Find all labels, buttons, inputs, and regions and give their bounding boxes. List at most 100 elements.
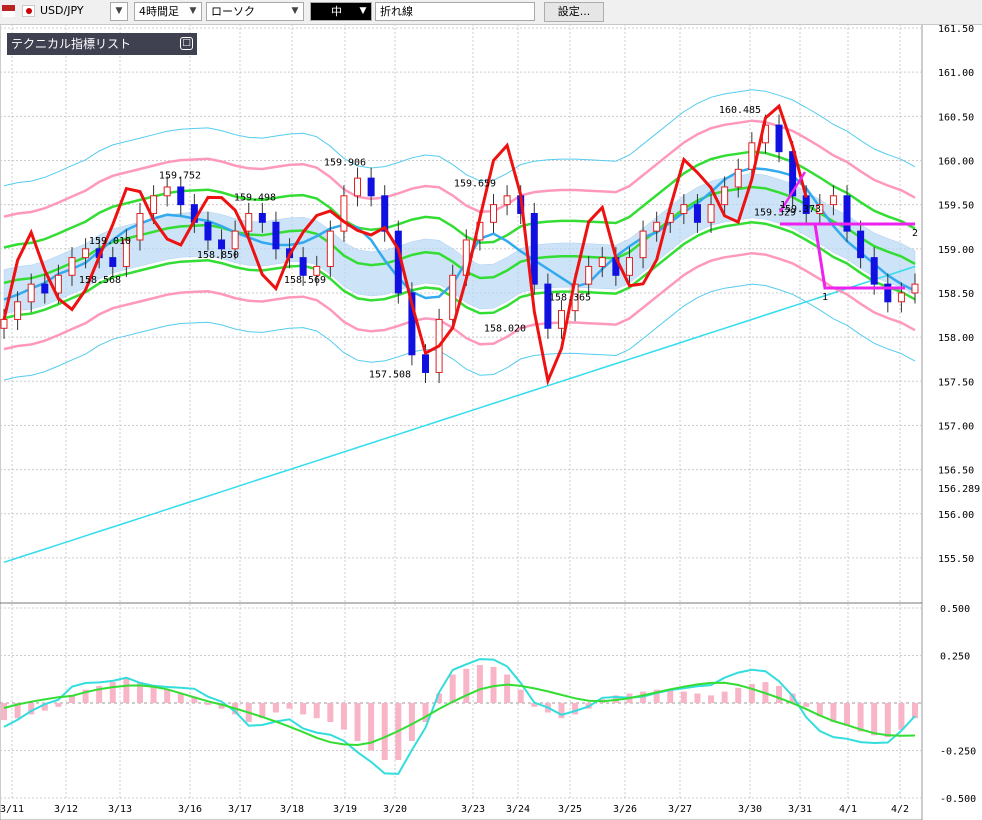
candle-body (721, 186, 729, 206)
drawing-line (778, 171, 807, 213)
chart-type-select[interactable]: ローソク ▼ (206, 2, 304, 21)
price-annotation-label: 158.020 (484, 323, 526, 334)
price-annotation-label: 159.659 (454, 179, 496, 190)
price-annotation-label: 159.373 (779, 204, 821, 215)
price-axis-tick-label: 158.00 (938, 333, 974, 344)
macd-histogram-bar (422, 703, 429, 722)
macd-histogram-bar (830, 703, 837, 722)
x-axis-tick-label: 4/2 (891, 804, 909, 815)
price-axis-tick-label: 156.00 (938, 510, 974, 521)
macd-histogram-bar (871, 703, 878, 736)
macd-histogram-bar (572, 703, 579, 715)
macd-histogram-bar (340, 703, 347, 730)
candle-body (897, 292, 905, 303)
candle-body (54, 274, 62, 294)
macd-histogram-bar (776, 685, 783, 703)
macd-histogram-bar (898, 703, 905, 730)
candle-body (598, 257, 606, 267)
candle-body (258, 212, 266, 223)
price-axis-tick-label: 157.50 (938, 377, 974, 388)
price-annotation-label: 158.850 (197, 250, 239, 261)
macd-histogram-bar (272, 703, 279, 713)
chevron-down-icon: ▼ (189, 6, 197, 16)
price-axis-tick-label: 155.50 (938, 554, 974, 565)
technical-indicator-list-panel[interactable]: テクニカル指標リスト □ (7, 33, 197, 55)
macd-histogram-bar (381, 703, 388, 760)
currency-pair-select[interactable]: USD/JPY (36, 2, 126, 21)
line-weight-select[interactable]: 中 ▼ (310, 2, 372, 21)
macd-histogram-bar (191, 697, 198, 703)
candle-body (449, 274, 457, 320)
macd-axis-tick-label: -0.250 (940, 747, 976, 758)
red-trend-line (2, 103, 808, 386)
x-axis-tick-label: 3/23 (461, 804, 485, 815)
x-axis-tick-label: 3/17 (228, 804, 252, 815)
candle-body (680, 204, 688, 214)
candle-body (27, 283, 35, 303)
macd-histogram-bar (721, 691, 728, 703)
price-axis-tick-label: 160.50 (938, 112, 974, 123)
moving-average-line (3, 166, 916, 301)
pair-dropdown-button[interactable]: ▼ (110, 2, 128, 21)
macd-histogram-bar (789, 693, 796, 703)
panel-title: テクニカル指標リスト (11, 37, 132, 51)
bollinger-band-lower (3, 283, 916, 381)
price-axis-tick-label: 160.00 (938, 156, 974, 167)
macd-histogram-bar (476, 665, 483, 703)
line-mode-input[interactable]: 折れ線 (375, 2, 535, 21)
x-axis-tick-label: 3/12 (54, 804, 78, 815)
macd-histogram-bar (680, 691, 687, 703)
chevron-down-icon: ▼ (359, 6, 367, 16)
macd-histogram-bar (735, 687, 742, 703)
drawing-line (780, 222, 915, 290)
candle-body (354, 177, 362, 197)
macd-histogram-bar (490, 666, 497, 703)
collapse-icon[interactable]: □ (180, 37, 193, 50)
x-axis-tick-label: 3/30 (738, 804, 762, 815)
x-axis-tick-label: 3/31 (788, 804, 812, 815)
price-annotation-label: 159.752 (159, 171, 201, 182)
toolbar: USD/JPY ▼ 4時間足 ▼ ローソク ▼ 中 ▼ 折れ線 設定... (0, 0, 982, 25)
price-annotation-label: 158.568 (79, 275, 121, 286)
candle-body (693, 204, 701, 223)
x-axis-tick-label: 3/16 (178, 804, 202, 815)
macd-histogram-bar (558, 703, 565, 719)
candle-body (503, 195, 511, 206)
candle-body (870, 257, 878, 285)
price-axis-tick-label: 158.50 (938, 289, 974, 300)
x-axis-tick-label: 3/19 (333, 804, 357, 815)
price-axis-tick-label: 161.50 (938, 24, 974, 35)
macd-histogram-bar (463, 668, 470, 703)
japan-flag-icon (22, 5, 35, 17)
us-flag-icon (2, 5, 15, 17)
candle-body (857, 230, 865, 259)
macd-histogram-bar (708, 695, 715, 703)
macd-histogram-bar (504, 674, 511, 703)
candle-body (0, 318, 8, 329)
candle-body (68, 257, 76, 276)
price-axis-tick-label: 156.50 (938, 466, 974, 477)
candle-body (408, 292, 416, 356)
macd-histogram-bar (164, 689, 171, 703)
x-axis-tick-label: 3/25 (558, 804, 582, 815)
macd-histogram-bar (109, 682, 116, 703)
chart-type-label: ローソク (211, 5, 255, 18)
candle-body (299, 257, 307, 276)
macd-axis-tick-label: 0.250 (940, 652, 970, 663)
candle-body (231, 230, 239, 250)
macd-histogram-bar (354, 703, 361, 741)
x-axis-tick-label: 3/24 (506, 804, 530, 815)
macd-histogram-bar (68, 695, 75, 703)
candle-body (748, 142, 756, 170)
macd-histogram-bar (449, 674, 456, 703)
macd-histogram-bar (912, 703, 918, 719)
settings-button[interactable]: 設定... (544, 2, 604, 22)
macd-histogram-bar (313, 703, 320, 719)
timeframe-select[interactable]: 4時間足 ▼ (134, 2, 202, 21)
currency-pair-label: USD/JPY (40, 4, 84, 17)
x-axis-tick-label: 3/18 (280, 804, 304, 815)
macd-histogram-bar (857, 703, 864, 732)
candle-body (653, 221, 661, 232)
macd-histogram-bar (96, 685, 103, 703)
